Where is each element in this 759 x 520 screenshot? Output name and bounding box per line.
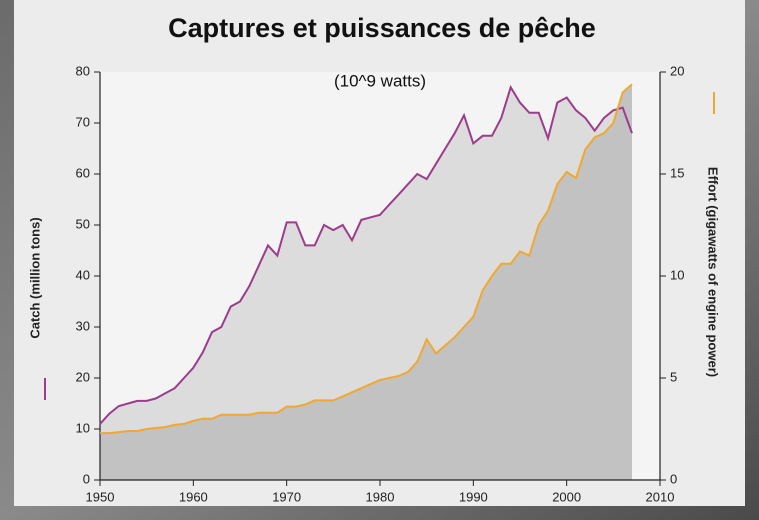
y2-tick-label: 5: [670, 369, 677, 384]
x-tick-label: 1990: [459, 489, 488, 504]
y2-tick-label: 15: [670, 165, 684, 180]
area: [100, 84, 632, 480]
y-tick-label: 30: [76, 318, 90, 333]
annotation: (10^9 watts): [334, 71, 426, 90]
y-tick-label: 60: [76, 165, 90, 180]
y-tick-label: 10: [76, 420, 90, 435]
y-tick-label: 50: [76, 216, 90, 231]
y-tick-label: 70: [76, 114, 90, 129]
y2-tick-label: 10: [670, 267, 684, 282]
y2-tick-label: 20: [670, 63, 684, 78]
y-tick-label: 80: [76, 63, 90, 78]
x-tick-label: 1950: [86, 489, 115, 504]
x-tick-label: 2010: [646, 489, 675, 504]
x-tick-label: 1970: [272, 489, 301, 504]
x-tick-label: 1980: [366, 489, 395, 504]
y2-tick-label: 0: [670, 471, 677, 486]
x-tick-label: 2000: [552, 489, 581, 504]
x-tick-label: 1960: [179, 489, 208, 504]
line: [99, 84, 633, 425]
y2-axis-label: Effort (gigawatts of engine power): [706, 167, 721, 377]
line: [100, 83, 633, 435]
y-tick-label: 40: [76, 267, 90, 282]
y-tick-label: 20: [76, 369, 90, 384]
y-axis-label: Catch (million tons): [27, 217, 42, 338]
y-tick-label: 0: [83, 471, 90, 486]
areas: [100, 84, 632, 481]
chart-title: Captures et puissances de pêche: [168, 13, 596, 43]
